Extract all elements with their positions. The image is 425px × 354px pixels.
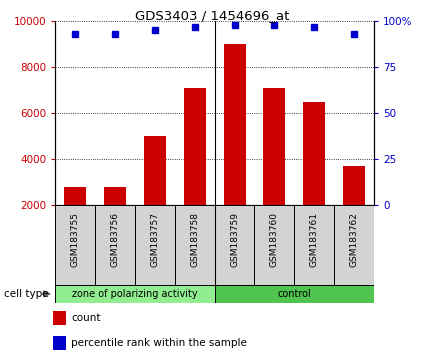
Bar <box>55 285 215 303</box>
Text: GSM183755: GSM183755 <box>71 212 79 267</box>
Text: cell type: cell type <box>4 289 49 299</box>
Text: GSM183760: GSM183760 <box>270 212 279 267</box>
Bar <box>64 187 86 205</box>
Bar <box>294 205 334 285</box>
Text: GSM183758: GSM183758 <box>190 212 199 267</box>
Bar <box>53 312 66 325</box>
Bar <box>343 166 365 205</box>
Bar <box>334 205 374 285</box>
Bar <box>215 285 374 303</box>
Bar <box>303 102 325 205</box>
Bar <box>224 44 246 205</box>
Bar <box>104 187 126 205</box>
Text: GSM183761: GSM183761 <box>310 212 319 267</box>
Text: GSM183759: GSM183759 <box>230 212 239 267</box>
Bar <box>215 205 255 285</box>
Text: GSM183756: GSM183756 <box>110 212 119 267</box>
Bar <box>175 205 215 285</box>
Bar <box>144 136 166 205</box>
Text: control: control <box>278 289 311 299</box>
Text: percentile rank within the sample: percentile rank within the sample <box>71 338 247 348</box>
Text: count: count <box>71 313 101 323</box>
Bar <box>55 205 95 285</box>
Bar <box>53 336 66 350</box>
Text: zone of polarizing activity: zone of polarizing activity <box>72 289 198 299</box>
Text: GSM183757: GSM183757 <box>150 212 159 267</box>
Bar <box>95 205 135 285</box>
Bar <box>255 205 294 285</box>
Text: GSM183762: GSM183762 <box>350 212 359 267</box>
Bar <box>184 88 206 205</box>
Bar <box>264 88 285 205</box>
Text: GDS3403 / 1454696_at: GDS3403 / 1454696_at <box>135 9 290 22</box>
Bar <box>135 205 175 285</box>
